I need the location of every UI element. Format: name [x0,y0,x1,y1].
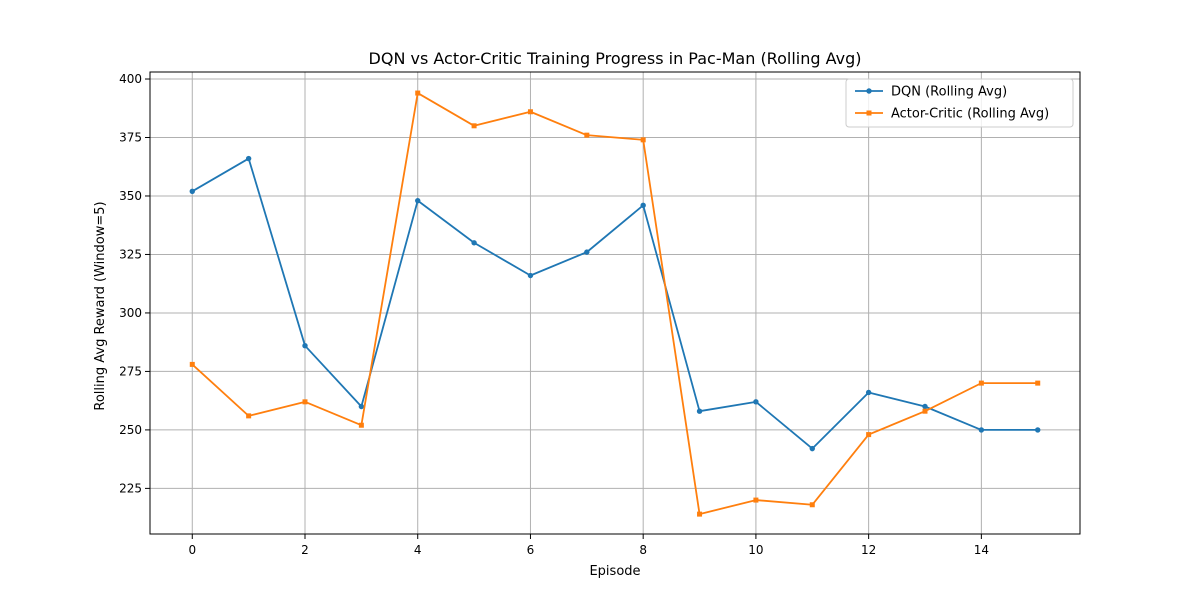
y-tick-label: 325 [119,247,142,261]
legend-marker [866,110,872,116]
data-point [866,432,872,438]
series-line-0 [191,157,1038,450]
data-point [189,188,195,195]
series-line-1 [191,92,1038,516]
grid-lines [150,72,1080,534]
x-tick-label: 4 [414,543,422,557]
x-tick-label: 10 [748,543,763,557]
x-axis-label: Episode [589,564,640,579]
series-lines [189,90,1041,517]
data-point [922,403,928,410]
data-point [527,109,533,115]
data-point [922,408,928,414]
y-tick-label: 400 [119,72,142,86]
data-point [471,123,477,129]
x-tick-label: 0 [188,543,196,557]
data-point [245,155,252,162]
legend: DQN (Rolling Avg) Actor-Critic (Rolling A… [845,78,1074,128]
legend-label: DQN (Rolling Avg) [891,85,1007,100]
data-point [302,399,308,405]
data-point [246,413,252,419]
data-point [189,361,195,367]
y-tick-label: 250 [119,423,142,437]
chart-title: DQN vs Actor-Critic Training Progress in… [369,49,862,68]
data-point [302,342,308,349]
x-tick-label: 6 [527,543,535,557]
data-point [358,422,364,428]
legend-label: Actor-Critic (Rolling Avg) [891,107,1049,122]
data-point [358,403,365,410]
data-point [753,497,759,503]
data-point [809,445,815,452]
data-point [640,137,646,143]
y-tick-label: 275 [119,364,142,378]
y-tick-label: 225 [119,481,142,495]
data-point [865,389,872,396]
data-point [697,511,703,517]
y-tick-label: 350 [119,189,142,203]
x-tick-label: 14 [974,543,989,557]
data-point [640,202,646,209]
data-point [978,427,985,433]
y-axis: 225 250 275 300 325 350 375 400 [119,72,150,495]
data-point [415,90,421,96]
y-tick-label: 300 [119,306,142,320]
y-tick-label: 375 [119,130,142,144]
data-point [1035,380,1041,386]
y-axis-label: Rolling Avg Reward (Window=5) [93,201,108,410]
data-point [978,380,984,386]
data-point [753,399,759,405]
x-tick-label: 2 [301,543,309,557]
x-tick-label: 12 [861,543,876,557]
data-point [809,502,815,508]
legend-box [845,78,1074,128]
data-point [415,197,421,204]
data-point [1035,427,1041,433]
data-point [584,249,590,255]
legend-marker [866,88,872,94]
x-tick-label: 8 [639,543,647,557]
data-point [471,240,477,246]
data-point [584,132,590,138]
data-point [696,408,703,414]
x-axis: 0 2 4 6 8 10 12 14 [188,534,989,557]
data-point [527,272,534,279]
plot-area [149,71,1081,535]
